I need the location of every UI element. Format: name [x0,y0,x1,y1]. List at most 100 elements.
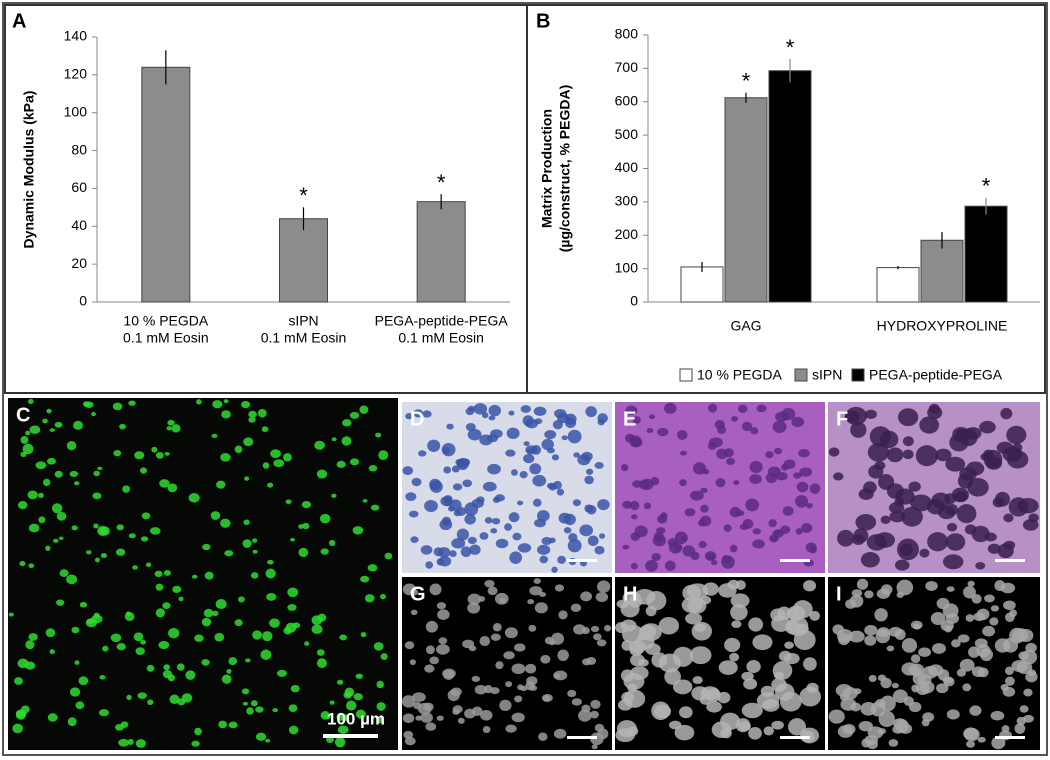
cell [994,491,1011,507]
cell [783,459,796,469]
panel-b-border [526,4,1046,394]
cell [288,704,298,713]
cell [630,562,638,570]
cell [889,510,906,523]
cell [983,449,1003,469]
cell [968,646,980,658]
cell [772,661,793,680]
cell [959,658,975,672]
y-tick-label: 500 [615,126,639,142]
cell [37,492,44,498]
cell [97,525,108,537]
cell [1028,513,1039,523]
cell [539,555,549,564]
cell [27,490,38,500]
cell [965,614,975,622]
cell [533,406,547,416]
cell [505,449,516,457]
cell [114,724,124,731]
cell [45,545,51,551]
cell [359,405,369,414]
cell [262,631,273,642]
cell [71,525,78,531]
cell [164,451,170,456]
cell [133,632,144,642]
cell [858,720,873,732]
cell [551,454,560,461]
cell [540,654,551,664]
cell [870,701,886,717]
cell [436,602,447,610]
cell [738,721,751,732]
cell [73,420,83,430]
cell [360,632,367,638]
y-tick-label: 400 [615,159,639,175]
cell [1014,723,1026,734]
cell [28,398,34,405]
scale-bar [780,559,810,562]
cell [137,692,147,699]
y-tick-label: 800 [615,26,639,42]
cell [511,712,525,723]
cell [932,643,946,654]
cell [976,644,991,658]
cell [597,418,605,426]
cell [868,674,877,683]
cell [976,608,990,621]
cell [376,717,383,724]
cell [922,666,938,679]
cell [590,710,599,719]
cell [276,669,288,677]
cell [910,494,932,512]
cell [528,624,537,632]
bar [768,70,812,303]
cell [42,418,48,424]
cell [241,688,250,695]
bar [141,66,191,303]
cell [956,668,966,677]
cell [843,687,858,700]
cell [880,584,893,595]
cell [442,447,450,455]
cell [93,612,100,619]
cell [664,560,676,571]
cell [752,528,762,535]
cell [736,510,745,517]
cell [423,702,434,712]
cell [272,708,279,713]
cell [658,616,680,635]
cell [115,548,126,556]
cell [799,467,813,477]
cell [246,707,254,715]
y-tick-label: 700 [615,59,639,75]
cell [1006,425,1027,445]
cell [128,533,136,539]
cell [1004,666,1014,676]
cell [250,700,258,707]
cell [944,493,957,505]
cell [511,663,526,675]
cell [897,408,919,427]
cell [967,580,975,587]
cell [132,565,138,570]
cell [902,436,914,447]
y-tick-label: 60 [71,179,87,195]
cell [806,682,819,693]
cell [360,575,370,583]
y-tick-label: 100 [64,103,88,119]
cell [756,404,767,413]
cell [56,511,67,521]
cell [66,440,77,451]
cell [408,510,419,518]
cell [563,527,572,534]
cell [730,604,748,621]
y-tick-label: 200 [615,226,639,242]
cell [977,667,989,678]
cell [159,479,170,488]
cell [467,602,481,614]
cell [328,539,336,547]
cell [668,541,683,554]
cell [982,625,996,637]
cell [201,658,210,666]
